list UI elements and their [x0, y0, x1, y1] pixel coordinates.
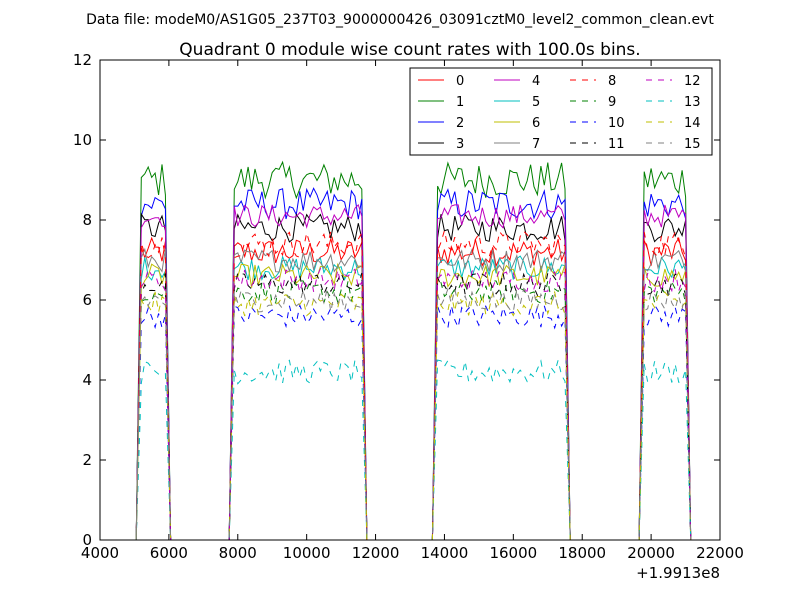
y-tick-label: 6 [82, 291, 92, 309]
y-tick-label: 12 [73, 51, 92, 69]
legend-label-1: 1 [456, 95, 464, 110]
series-line-14 [135, 290, 692, 540]
legend-label-10: 10 [608, 116, 625, 131]
x-tick-label: 20000 [627, 544, 675, 562]
series-line-9 [135, 278, 692, 540]
legend-label-12: 12 [684, 74, 701, 89]
series-line-10 [135, 303, 692, 540]
legend-label-3: 3 [456, 137, 464, 152]
legend-label-11: 11 [608, 137, 625, 152]
x-tick-label: 12000 [352, 544, 400, 562]
y-tick-label: 8 [82, 211, 92, 229]
legend-label-4: 4 [532, 74, 540, 89]
x-tick-label: 6000 [150, 544, 188, 562]
x-tick-label: 8000 [219, 544, 257, 562]
x-offset-label: +1.9913e8 [636, 564, 720, 582]
legend-label-5: 5 [532, 95, 540, 110]
legend-label-13: 13 [684, 95, 701, 110]
series-line-15 [135, 287, 692, 540]
x-tick-label: 10000 [283, 544, 331, 562]
legend-label-9: 9 [608, 95, 616, 110]
y-tick-label: 4 [82, 371, 92, 389]
series-line-12 [135, 267, 692, 540]
x-tick-label: 4000 [81, 544, 119, 562]
y-tick-label: 2 [82, 451, 92, 469]
series-layer [135, 160, 692, 540]
x-tick-label: 16000 [489, 544, 537, 562]
series-line-2 [135, 187, 692, 540]
legend-label-7: 7 [532, 137, 540, 152]
series-line-4 [135, 203, 692, 540]
legend-label-2: 2 [456, 116, 464, 131]
legend-label-8: 8 [608, 74, 616, 89]
axes-layer: 4000 6000 8000 10000 12000 14000 16000 18000 200… [73, 51, 744, 562]
series-line-7 [135, 247, 692, 540]
y-tick-label: 0 [82, 531, 92, 549]
data-file-label: Data file: modeM0/AS1G05_237T03_90000004… [86, 12, 714, 28]
x-tick-label: 22000 [696, 544, 744, 562]
series-line-11 [135, 271, 692, 540]
x-tick-label: 18000 [558, 544, 606, 562]
series-line-0 [135, 236, 692, 540]
x-tick-label: 14000 [421, 544, 469, 562]
legend-label-14: 14 [684, 116, 701, 131]
series-line-1 [135, 160, 692, 540]
legend-label-0: 0 [456, 74, 464, 89]
series-line-5 [135, 254, 692, 540]
chart-title: Quadrant 0 module wise count rates with … [179, 40, 640, 60]
series-line-3 [135, 212, 692, 540]
legend-label-15: 15 [684, 137, 701, 152]
series-line-13 [135, 359, 692, 540]
series-line-8 [135, 230, 692, 540]
legend-box [409, 67, 713, 156]
y-tick-label: 10 [73, 131, 92, 149]
series-line-6 [135, 262, 692, 540]
legend-label-6: 6 [532, 116, 540, 131]
